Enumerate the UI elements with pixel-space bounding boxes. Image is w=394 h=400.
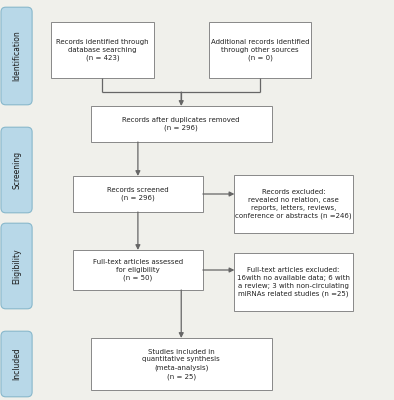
Text: Records screened
(n = 296): Records screened (n = 296) [107,187,169,201]
FancyBboxPatch shape [91,106,272,142]
Text: Records identified through
database searching
(n = 423): Records identified through database sear… [56,39,149,61]
FancyBboxPatch shape [234,175,353,233]
Text: Eligibility: Eligibility [12,248,21,284]
FancyBboxPatch shape [1,331,32,397]
FancyBboxPatch shape [91,338,272,390]
FancyBboxPatch shape [1,223,32,309]
Text: Additional records identified
through other sources
(n = 0): Additional records identified through ot… [211,39,309,61]
FancyBboxPatch shape [73,250,203,290]
Text: Studies included in
quantitative synthesis
(meta-analysis)
(n = 25): Studies included in quantitative synthes… [142,348,220,380]
Text: Identification: Identification [12,31,21,81]
Text: Full-text articles assessed
for eligibility
(n = 50): Full-text articles assessed for eligibil… [93,259,183,281]
Text: Screening: Screening [12,151,21,189]
Text: Full-text articles excluded:
16with no available data; 6 with
a review; 3 with n: Full-text articles excluded: 16with no a… [237,267,350,297]
FancyBboxPatch shape [209,22,311,78]
FancyBboxPatch shape [73,176,203,212]
Text: Records excluded:
revealed no relation, case
reports, letters, reviews,
conferen: Records excluded: revealed no relation, … [235,189,352,219]
Text: Included: Included [12,348,21,380]
Text: Records after duplicates removed
(n = 296): Records after duplicates removed (n = 29… [123,117,240,131]
FancyBboxPatch shape [1,127,32,213]
FancyBboxPatch shape [51,22,154,78]
FancyBboxPatch shape [1,7,32,105]
FancyBboxPatch shape [234,253,353,311]
